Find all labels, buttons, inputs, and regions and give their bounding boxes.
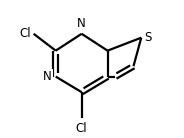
Text: Cl: Cl: [20, 27, 31, 40]
Text: N: N: [43, 70, 52, 83]
Text: N: N: [77, 17, 86, 30]
Text: Cl: Cl: [76, 122, 87, 135]
Text: S: S: [144, 31, 151, 44]
